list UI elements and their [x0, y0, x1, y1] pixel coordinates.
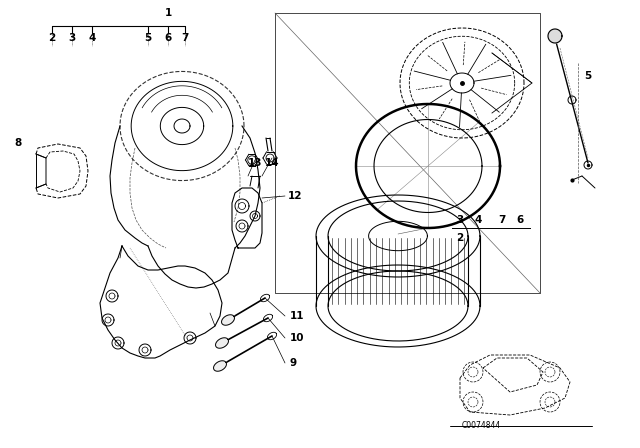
Polygon shape: [221, 315, 234, 325]
Text: C0074844: C0074844: [462, 421, 501, 430]
Polygon shape: [548, 29, 562, 43]
Text: 2: 2: [456, 233, 463, 243]
Text: 1: 1: [164, 8, 172, 18]
Text: 3: 3: [456, 215, 463, 225]
Polygon shape: [214, 361, 227, 371]
Text: 6: 6: [516, 215, 524, 225]
Text: 9: 9: [290, 358, 297, 368]
Text: 7: 7: [181, 33, 189, 43]
Polygon shape: [216, 338, 228, 348]
Text: 4: 4: [474, 215, 482, 225]
Text: 6: 6: [164, 33, 172, 43]
Text: 4: 4: [88, 33, 96, 43]
Text: 5: 5: [145, 33, 152, 43]
Text: 13: 13: [248, 158, 262, 168]
Text: 5: 5: [584, 71, 591, 81]
Text: 10: 10: [290, 333, 305, 343]
Text: 12: 12: [288, 191, 303, 201]
Text: 7: 7: [499, 215, 506, 225]
Text: 3: 3: [68, 33, 76, 43]
Text: 8: 8: [14, 138, 22, 148]
Text: 2: 2: [49, 33, 56, 43]
Text: 11: 11: [290, 311, 305, 321]
Text: 14: 14: [265, 158, 279, 168]
